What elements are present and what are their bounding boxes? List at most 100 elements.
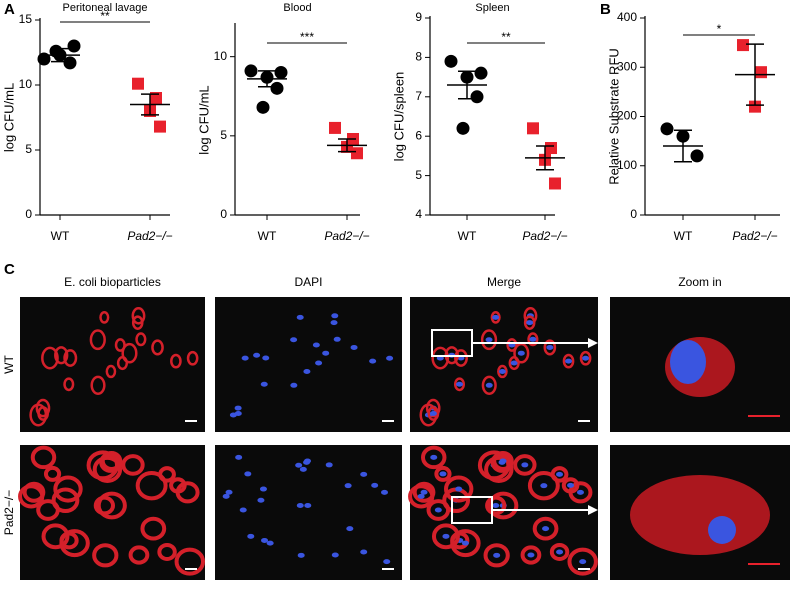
y-tick-label: 5 — [220, 128, 227, 142]
cell-red — [532, 516, 559, 541]
data-point — [274, 66, 288, 79]
cell-red — [18, 484, 45, 509]
x-tick-label: WT — [258, 229, 277, 243]
nucleus — [360, 549, 368, 555]
nucleus — [262, 355, 270, 361]
row-label: Pad2−/− — [2, 490, 16, 535]
nucleus — [266, 540, 274, 546]
y-tick-label: 5 — [415, 168, 422, 182]
cell-red — [41, 346, 59, 370]
nucleus — [296, 314, 304, 320]
nucleus — [582, 355, 590, 361]
y-tick-label: 300 — [617, 59, 637, 73]
cell-red — [54, 346, 69, 365]
nucleus — [386, 355, 394, 361]
data-point — [63, 56, 77, 70]
panel-label: A — [4, 1, 15, 18]
image-bg — [410, 297, 598, 432]
x-tick-label: WT — [458, 229, 477, 243]
cell-red — [131, 306, 146, 325]
image-bg — [215, 297, 402, 432]
nucleus — [430, 454, 438, 460]
data-point — [244, 64, 258, 78]
error-bar — [536, 145, 554, 171]
y-axis-label: log CFU/mL — [1, 83, 16, 152]
data-point — [755, 66, 767, 79]
cell-red — [131, 315, 144, 330]
data-point — [444, 54, 458, 68]
nucleus — [442, 533, 450, 539]
micrograph — [410, 297, 598, 432]
nucleus — [290, 337, 298, 343]
cell-red — [35, 398, 51, 418]
y-tick-label: 8 — [415, 50, 422, 64]
x-tick-label: WT — [51, 229, 70, 243]
nucleus — [234, 411, 242, 417]
cell-red — [421, 445, 447, 470]
error-bar — [338, 138, 356, 153]
nucleus — [461, 540, 469, 546]
nucleus — [567, 482, 575, 488]
cell-red — [431, 523, 460, 550]
y-tick-label: 9 — [415, 10, 422, 24]
error-bar — [51, 47, 69, 63]
cell-red — [480, 329, 498, 351]
significance-label: * — [717, 22, 722, 36]
data-point — [545, 142, 557, 155]
nucleus — [330, 320, 338, 326]
data-point — [660, 122, 674, 136]
micrograph — [18, 445, 206, 580]
nucleus — [253, 352, 261, 358]
significance-label: ** — [100, 9, 110, 23]
nucleus — [579, 559, 587, 565]
nucleus — [295, 462, 303, 468]
nucleus — [331, 552, 339, 558]
nucleus — [498, 368, 506, 374]
nucleus — [257, 497, 265, 503]
nucleus — [369, 358, 377, 364]
micrograph — [610, 297, 790, 432]
data-point — [329, 121, 341, 134]
nucleus — [556, 549, 564, 555]
cell-red — [426, 499, 451, 521]
nucleus — [383, 559, 391, 565]
y-tick-label: 6 — [415, 128, 422, 142]
cell-red — [543, 339, 557, 356]
cell-red — [506, 338, 518, 352]
image-bg — [20, 297, 205, 432]
cell-red — [114, 338, 126, 352]
zoom-nucleus — [708, 516, 736, 544]
cell-red — [30, 445, 57, 470]
nucleus — [521, 462, 529, 468]
cell-red — [89, 329, 106, 351]
cell-red — [488, 491, 519, 520]
y-tick-label: 7 — [415, 89, 422, 103]
nucleus — [576, 489, 584, 495]
scale-bar — [748, 415, 780, 417]
nucleus — [241, 355, 249, 361]
scale-bar — [185, 420, 197, 422]
cell-red — [63, 377, 75, 392]
nucleus — [244, 471, 252, 477]
cell-red — [92, 543, 119, 568]
y-tick-label: 5 — [25, 142, 32, 156]
y-tick-label: 0 — [25, 207, 32, 221]
nucleus — [493, 552, 501, 558]
data-point — [527, 122, 539, 135]
nucleus — [526, 320, 534, 326]
error-bar — [141, 93, 159, 116]
y-tick-label: 0 — [630, 207, 637, 221]
cell-red — [485, 495, 507, 516]
row-label: WT — [2, 355, 16, 374]
nucleus — [235, 454, 243, 460]
y-tick-label: 10 — [214, 49, 228, 63]
cell-red — [93, 495, 116, 516]
panel-label: B — [600, 1, 611, 18]
cell-red — [483, 543, 510, 568]
cell-red — [497, 364, 508, 379]
nucleus — [225, 489, 233, 495]
error-bar — [458, 70, 476, 100]
data-point — [690, 149, 704, 163]
nucleus — [485, 382, 493, 388]
column-label: Zoom in — [678, 275, 721, 289]
